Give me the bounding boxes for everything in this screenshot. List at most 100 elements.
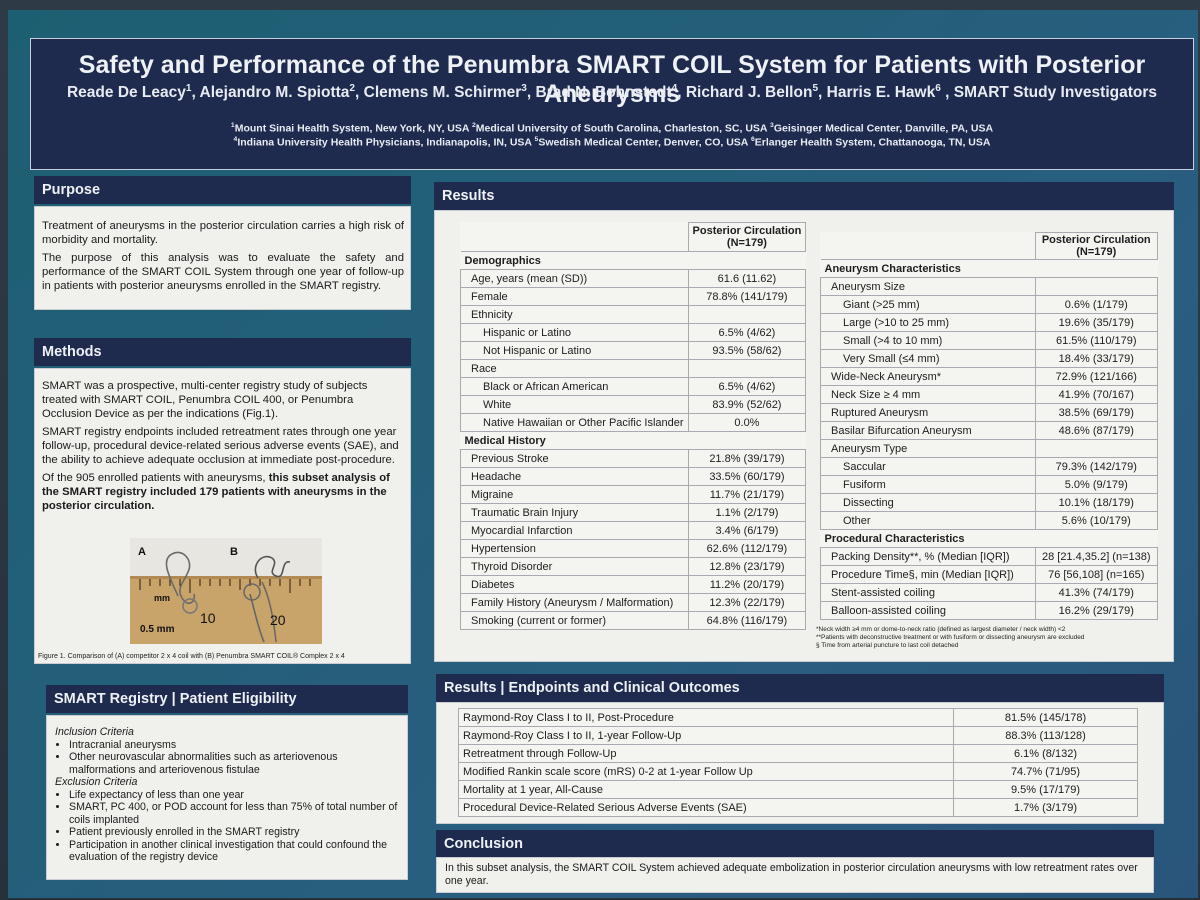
row-value: 76 [56,108] (n=165) (1034, 565, 1158, 584)
affiliation-number: 4 (233, 136, 238, 143)
row-value: 28 [21.4,35.2] (n=138) (1034, 547, 1158, 566)
endpoint-row: Procedural Device-Related Serious Advers… (458, 798, 1138, 817)
endpoint-label: Modified Rankin scale score (mRS) 0-2 at… (458, 762, 954, 781)
table-row: Migraine 11.7% (21/179) (460, 485, 807, 504)
author-name: Richard J. Bellon (685, 84, 813, 102)
row-label: Previous Stroke (460, 449, 689, 468)
table-section-row: Medical History (460, 431, 806, 450)
methods-paragraph-3: Of the 905 enrolled patients with aneury… (42, 471, 404, 513)
purpose-paragraph-1: Treatment of aneurysms in the posterior … (42, 220, 404, 246)
row-value: 6.5% (4/62) (687, 377, 807, 396)
endpoint-label: Procedural Device-Related Serious Advers… (458, 798, 954, 817)
row-label: Hispanic or Latino (460, 323, 689, 342)
table-row: Aneurysm Size (820, 277, 1158, 296)
row-label: Dissecting (820, 493, 1036, 512)
row-label: Race (460, 359, 689, 378)
endpoint-value: 81.5% (145/178) (953, 708, 1138, 727)
table-row: White 83.9% (52/62) (460, 395, 807, 414)
exclusion-item: Life expectancy of less than one year (69, 789, 401, 802)
table-row: Black or African American 6.5% (4/62) (460, 377, 807, 396)
table-row: Hispanic or Latino 6.5% (4/62) (460, 323, 807, 342)
methods-p3-bold: this subset analysis of the SMART regist… (42, 472, 390, 512)
row-value: 6.5% (4/62) (687, 323, 807, 342)
exclusion-title: Exclusion Criteria (55, 776, 138, 788)
endpoint-row: Raymond-Roy Class I to II, 1-year Follow… (458, 726, 1138, 745)
row-label: Thyroid Disorder (460, 557, 689, 576)
row-label: Fusiform (820, 475, 1036, 494)
table-section-row: Procedural Characteristics (820, 529, 1158, 548)
column-header: Posterior Circulation (N=179) (1034, 232, 1158, 260)
row-value (687, 359, 807, 378)
row-value: 10.1% (18/179) (1034, 493, 1158, 512)
table-row: Very Small (≤4 mm) 18.4% (33/179) (820, 349, 1158, 368)
row-value: 41.9% (70/167) (1034, 385, 1158, 404)
methods-p3-text: Of the 905 enrolled patients with aneury… (42, 472, 269, 484)
row-value: 79.3% (142/179) (1034, 457, 1158, 476)
row-value: 72.9% (121/166) (1034, 367, 1158, 386)
author-name: Reade De Leacy (66, 84, 186, 102)
table-row: Ethnicity (460, 305, 807, 324)
table-row: Stent-assisted coiling 41.3% (74/179) (820, 583, 1158, 602)
author-list-tail: , SMART Study Investigators (940, 84, 1158, 102)
inclusion-item: Intracranial aneurysms (69, 739, 401, 752)
footnote: *Neck width ≥4 mm or dome-to-neck ratio … (816, 626, 1066, 633)
table-row: Smoking (current or former) 64.8% (116/17… (460, 611, 807, 630)
table-row: Race (460, 359, 807, 378)
poster-board: Safety and Performance of the Penumbra S… (8, 10, 1198, 898)
endpoint-label: Raymond-Roy Class I to II, 1-year Follow… (458, 726, 954, 745)
table-row: Diabetes 11.2% (20/179) (460, 575, 807, 594)
table-row: Neck Size ≥ 4 mm 41.9% (70/167) (820, 385, 1158, 404)
row-label: Headache (460, 467, 689, 486)
methods-paragraph-2: SMART registry endpoints included retrea… (42, 426, 399, 466)
row-label: Ruptured Aneurysm (820, 403, 1036, 422)
row-label: Large (>10 to 25 mm) (820, 313, 1036, 332)
row-label: Saccular (820, 457, 1036, 476)
table-row: Wide-Neck Aneurysm* 72.9% (121/166) (820, 367, 1158, 386)
endpoints-heading: Results | Endpoints and Clinical Outcome… (436, 674, 1164, 702)
table-row: Basilar Bifurcation Aneurysm 48.6% (87/17… (820, 421, 1158, 440)
table-row: Small (>4 to 10 mm) 61.5% (110/179) (820, 331, 1158, 350)
row-label: Wide-Neck Aneurysm* (820, 367, 1036, 386)
section-label: Demographics (460, 251, 806, 270)
endpoint-value: 88.3% (113/128) (953, 726, 1138, 745)
author-affiliation-number: 3 (521, 83, 527, 94)
aneurysm-characteristics-table: Posterior Circulation (N=179) Aneurysm C… (820, 232, 1158, 620)
row-value (1034, 439, 1158, 458)
eligibility-heading: SMART Registry | Patient Eligibility (46, 685, 408, 713)
endpoint-row: Retreatment through Follow-Up 6.1% (8/132… (458, 744, 1138, 763)
author-list: Reade De Leacy1, Alejandro M. Spiotta2, … (66, 83, 1158, 102)
conclusion-heading: Conclusion (436, 830, 1154, 857)
results-heading: Results (434, 182, 1174, 210)
endpoint-value: 9.5% (17/179) (953, 780, 1138, 799)
table-row: Packing Density**, % (Median [IQR]) 28 [2… (820, 547, 1158, 566)
affiliation-text: Mount Sinai Health System, New York, NY,… (234, 122, 472, 135)
poster-header: Safety and Performance of the Penumbra S… (30, 38, 1194, 170)
author-affiliation-number: 4 (671, 83, 678, 94)
section-label: Medical History (460, 431, 806, 450)
demographics-table: Posterior Circulation (N=179) Demographi… (460, 222, 807, 630)
table-row: Dissecting 10.1% (18/179) (820, 493, 1158, 512)
purpose-panel: Treatment of aneurysms in the posterior … (34, 206, 411, 310)
affiliation-number: 2 (472, 122, 476, 129)
table-row: Fusiform 5.0% (9/179) (820, 475, 1158, 494)
endpoint-row: Raymond-Roy Class I to II, Post-Procedur… (458, 708, 1138, 727)
ruler-label-20: 20 (270, 612, 286, 628)
ruler-unit-label: mm (154, 593, 171, 603)
poster-title: Safety and Performance of the Penumbra S… (78, 51, 1146, 108)
row-value (1034, 277, 1158, 296)
row-value: 78.8% (141/179) (687, 287, 807, 306)
row-value: 11.7% (21/179) (687, 485, 807, 504)
row-label: Black or African American (460, 377, 689, 396)
table-section-row: Aneurysm Characteristics (820, 259, 1158, 278)
table-footnotes: *Neck width ≥4 mm or dome-to-neck ratio … (816, 626, 1166, 650)
row-label: Native Hawaiian or Other Pacific Islande… (460, 413, 689, 432)
row-value: 62.6% (112/179) (687, 539, 807, 558)
row-value: 16.2% (29/179) (1034, 601, 1158, 620)
figure-1: A B mm 10 20 0.5 mm (130, 538, 322, 644)
table-header-row: Posterior Circulation (N=179) (821, 232, 1158, 260)
row-value: 93.5% (58/62) (687, 341, 807, 360)
exclusion-item: Participation in another clinical invest… (69, 839, 401, 864)
row-label: White (460, 395, 689, 414)
ruler-label-10: 10 (200, 610, 216, 626)
affiliations-line-2: 4Indiana University Health Physicians, I… (31, 136, 1193, 149)
